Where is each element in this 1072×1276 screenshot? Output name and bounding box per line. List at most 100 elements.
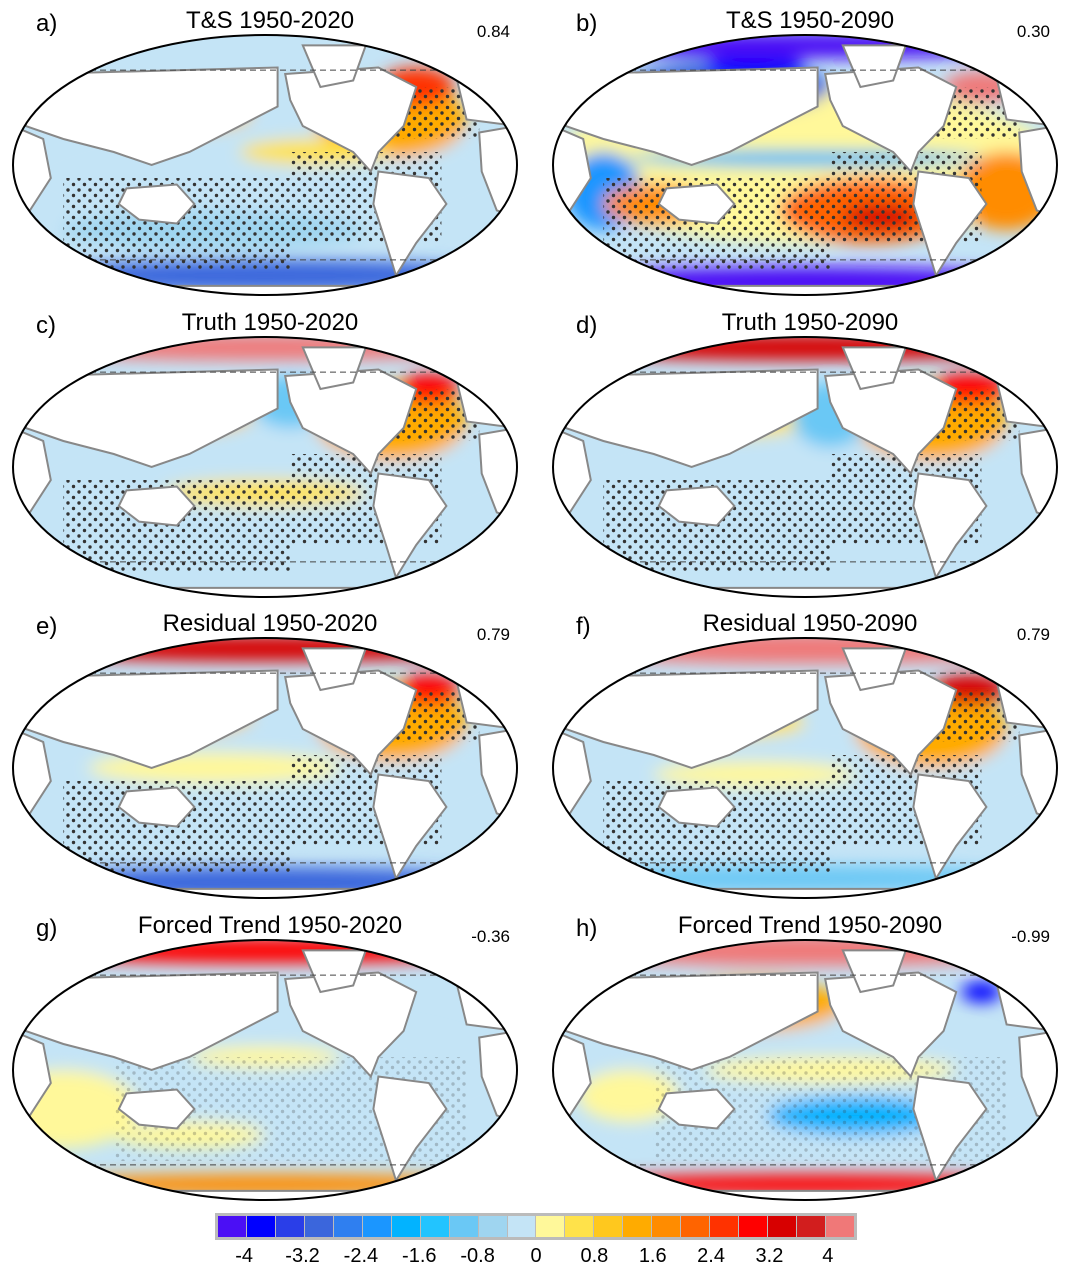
land [657, 786, 736, 828]
map-panel-e: e) Residual 1950-2020 0.79 [10, 603, 530, 903]
map-panel-d: d) Truth 1950-2090 [550, 302, 1070, 602]
land [13, 727, 52, 821]
anomaly-region [13, 638, 517, 662]
land [13, 284, 517, 295]
pattern-correlation: -0.99 [1011, 927, 1050, 946]
colorbar-tick-label: -3.2 [285, 1245, 320, 1267]
panel-label: f) [576, 613, 591, 640]
anomaly-region [13, 940, 517, 964]
land [13, 887, 517, 898]
panel-title: Truth 1950-2020 [181, 309, 359, 336]
panel-label: a) [36, 10, 58, 37]
anomaly-region [553, 337, 1057, 361]
map [12, 637, 518, 899]
map [12, 34, 518, 296]
pattern-correlation: 0.79 [1016, 625, 1050, 644]
land [657, 1088, 736, 1130]
land [301, 346, 368, 391]
land [553, 1189, 1057, 1200]
map-border [12, 939, 518, 1201]
map-border [552, 939, 1058, 1201]
anomaly-region [961, 981, 1002, 1003]
land [24, 971, 279, 1072]
colorbar-tick-label: 0.8 [580, 1245, 609, 1267]
land [284, 66, 418, 174]
panel-label: g) [36, 915, 58, 942]
land [841, 647, 908, 692]
colorbar-swatch [710, 1216, 739, 1237]
land [564, 368, 819, 469]
pattern-correlation: 0.79 [476, 625, 510, 644]
panel-title: Truth 1950-2090 [721, 309, 899, 336]
colorbar-swatch [449, 1216, 478, 1237]
colorbar-swatch [246, 1216, 275, 1237]
pattern-correlation: 0.30 [1016, 22, 1050, 41]
panel-label: b) [576, 10, 598, 37]
colorbar [215, 1213, 857, 1240]
colorbar-swatch [420, 1216, 449, 1237]
colorbar-swatch [739, 1216, 768, 1237]
land [13, 1029, 52, 1123]
anomaly-region [578, 1070, 679, 1122]
land [553, 1029, 592, 1123]
land [564, 971, 819, 1072]
panel-title: T&S 1950-2020 [185, 7, 355, 34]
land [284, 971, 418, 1079]
land [553, 124, 592, 218]
colorbar-swatch [536, 1216, 565, 1237]
map-panel-b: b) T&S 1950-2090 0.30 [550, 0, 1070, 300]
panel-title: Forced Trend 1950-2090 [677, 912, 943, 939]
colorbar-swatch [652, 1216, 681, 1237]
land [657, 485, 736, 527]
land [824, 368, 958, 476]
panel-title: Forced Trend 1950-2020 [137, 912, 403, 939]
land [553, 426, 592, 520]
map-border [12, 637, 518, 899]
land [841, 949, 908, 994]
land [912, 472, 988, 580]
colorbar-tick-label: -2.4 [343, 1245, 379, 1267]
land [372, 472, 448, 580]
land [553, 887, 1057, 898]
colorbar-swatch [623, 1216, 652, 1237]
colorbar-swatch [333, 1216, 362, 1237]
map [12, 336, 518, 598]
pattern-correlation: 0.84 [476, 22, 510, 41]
land [824, 66, 958, 174]
map [552, 336, 1058, 598]
land [117, 183, 196, 225]
map-border [12, 34, 518, 296]
panel-label: h) [576, 915, 598, 942]
colorbar-swatch [391, 1216, 420, 1237]
land [284, 368, 418, 476]
colorbar-tick-label: 0 [530, 1245, 542, 1267]
colorbar-swatch [826, 1216, 854, 1237]
colorbar-swatch [681, 1216, 710, 1237]
panel-title: Residual 1950-2020 [162, 610, 378, 637]
land [824, 669, 958, 777]
colorbar-tick-label: 2.4 [697, 1245, 725, 1267]
colorbar-tick-label: 4 [822, 1245, 834, 1267]
colorbar-tick-label: -1.6 [402, 1245, 437, 1267]
map-border [12, 336, 518, 598]
panel-label: e) [36, 613, 58, 640]
map [12, 939, 518, 1201]
map-panel-a: a) T&S 1950-2020 0.84 [10, 0, 530, 300]
map [552, 34, 1058, 296]
land [284, 669, 418, 777]
map-panel-g: g) Forced Trend 1950-2020 -0.36 [10, 905, 530, 1205]
colorbar-swatch [594, 1216, 623, 1237]
land [13, 124, 52, 218]
colorbar-tick-label: 3.2 [755, 1245, 784, 1267]
panel-title: T&S 1950-2090 [725, 7, 895, 34]
land [24, 66, 279, 167]
map-panel-c: c) Truth 1950-2020 [10, 302, 530, 602]
colorbar-swatch [565, 1216, 594, 1237]
land [372, 773, 448, 881]
land [372, 170, 448, 278]
land [841, 346, 908, 391]
colorbar-swatch [275, 1216, 304, 1237]
panel-label: d) [576, 312, 598, 339]
land [841, 44, 908, 89]
land [912, 1075, 988, 1183]
